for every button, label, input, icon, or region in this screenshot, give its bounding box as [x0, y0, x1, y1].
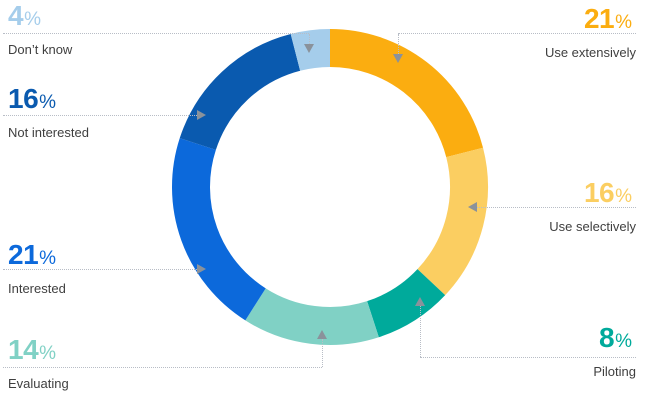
not-interested-percent-sign: % [39, 92, 57, 113]
dont-know-percent: 4% [8, 1, 72, 35]
use-extensively-leader-line-vertical [398, 34, 399, 54]
evaluating-value: 14 [8, 334, 39, 365]
donut-segment-use-selectively [417, 147, 488, 296]
evaluating-arrow-icon [317, 330, 327, 339]
callout-use-selectively: 16% Use selectively [549, 178, 636, 234]
donut-segment-interested [172, 138, 267, 321]
not-interested-label: Not interested [8, 125, 89, 140]
dont-know-arrow-icon [304, 44, 314, 53]
use-selectively-leader-line [477, 207, 636, 208]
dont-know-label: Don’t know [8, 42, 73, 57]
donut-segment-piloting [366, 268, 446, 338]
dont-know-leader-line-vertical [309, 34, 310, 44]
dont-know-leader-line [3, 33, 309, 34]
donut-segment-evaluating [245, 288, 379, 345]
use-selectively-value: 16 [583, 177, 615, 208]
use-selectively-arrow-icon [468, 202, 477, 212]
use-selectively-percent-sign: % [615, 186, 632, 207]
callout-interested: 21% Interested [8, 240, 66, 296]
use-selectively-label: Use selectively [549, 219, 636, 234]
not-interested-value: 16 [8, 83, 39, 114]
use-extensively-percent-sign: % [615, 12, 632, 33]
interested-value: 21 [8, 239, 39, 270]
callout-dont-know: 4% Don’t know [8, 1, 72, 57]
donut-segment-not-interested [179, 33, 301, 151]
evaluating-leader-line [3, 367, 322, 368]
use-extensively-leader-line [398, 33, 636, 34]
interested-percent-sign: % [39, 248, 57, 269]
callout-evaluating: 14% Evaluating [8, 335, 69, 391]
use-extensively-value: 21 [583, 3, 615, 34]
use-extensively-arrow-icon [393, 54, 403, 63]
interested-arrow-icon [197, 264, 206, 274]
evaluating-percent: 14% [8, 335, 69, 369]
not-interested-arrow-icon [197, 110, 206, 120]
dont-know-value: 4 [8, 0, 24, 31]
use-extensively-label: Use extensively [544, 45, 636, 60]
interested-leader-line [3, 269, 197, 270]
evaluating-leader-line-vertical [322, 339, 323, 367]
piloting-leader-line-vertical [420, 306, 421, 357]
piloting-value: 8 [599, 322, 615, 353]
not-interested-percent: 16% [8, 84, 89, 118]
interested-label: Interested [8, 281, 66, 296]
piloting-percent-sign: % [615, 331, 632, 352]
use-selectively-percent: 16% [549, 178, 632, 212]
callout-use-extensively: 21% Use extensively [545, 4, 636, 60]
piloting-percent: 8% [593, 323, 632, 357]
callout-piloting: 8% Piloting [593, 323, 636, 379]
not-interested-leader-line [3, 115, 197, 116]
evaluating-percent-sign: % [39, 343, 57, 364]
evaluating-label: Evaluating [8, 376, 69, 391]
callout-not-interested: 16% Not interested [8, 84, 89, 140]
piloting-label: Piloting [593, 364, 636, 379]
piloting-arrow-icon [415, 297, 425, 306]
piloting-leader-line [420, 357, 636, 358]
use-extensively-percent: 21% [545, 4, 632, 38]
interested-percent: 21% [8, 240, 66, 274]
dont-know-percent-sign: % [24, 9, 41, 30]
donut-segment-use-extensively [329, 29, 484, 158]
